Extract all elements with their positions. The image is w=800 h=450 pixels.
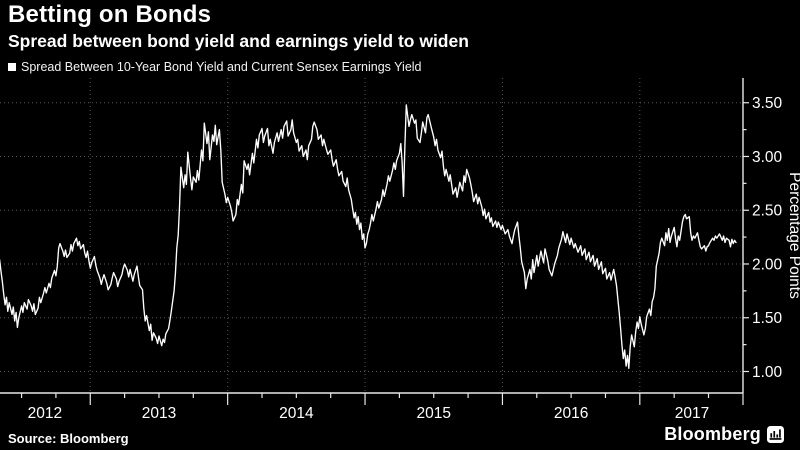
svg-text:2014: 2014 bbox=[279, 405, 314, 422]
svg-text:2012: 2012 bbox=[28, 405, 62, 422]
bloomberg-wordmark: Bloomberg bbox=[664, 424, 761, 444]
svg-text:2.50: 2.50 bbox=[752, 203, 783, 220]
spread-series-line bbox=[0, 104, 737, 369]
svg-text:2.00: 2.00 bbox=[752, 256, 783, 273]
bloomberg-brand: Bloomberg bbox=[664, 424, 784, 445]
source-note: Source: Bloomberg bbox=[8, 431, 129, 446]
svg-text:1.50: 1.50 bbox=[752, 310, 783, 327]
page-title: Betting on Bonds bbox=[8, 1, 212, 28]
legend-label: Spread Between 10-Year Bond Yield and Cu… bbox=[21, 60, 422, 74]
chart-subtitle: Spread between bond yield and earnings y… bbox=[8, 31, 469, 51]
legend: Spread Between 10-Year Bond Yield and Cu… bbox=[8, 60, 422, 74]
svg-text:2016: 2016 bbox=[554, 405, 588, 422]
legend-marker-icon bbox=[8, 63, 16, 71]
svg-text:1.00: 1.00 bbox=[752, 364, 783, 381]
svg-text:Percentage Points: Percentage Points bbox=[786, 172, 800, 299]
svg-text:2013: 2013 bbox=[142, 405, 176, 422]
svg-text:3.50: 3.50 bbox=[752, 95, 783, 112]
chart-header: Betting on Bonds Spread between bond yie… bbox=[8, 1, 469, 52]
svg-text:2017: 2017 bbox=[675, 405, 709, 422]
svg-text:3.00: 3.00 bbox=[752, 149, 783, 166]
bloomberg-logo-icon bbox=[767, 426, 784, 443]
svg-text:2015: 2015 bbox=[416, 405, 450, 422]
